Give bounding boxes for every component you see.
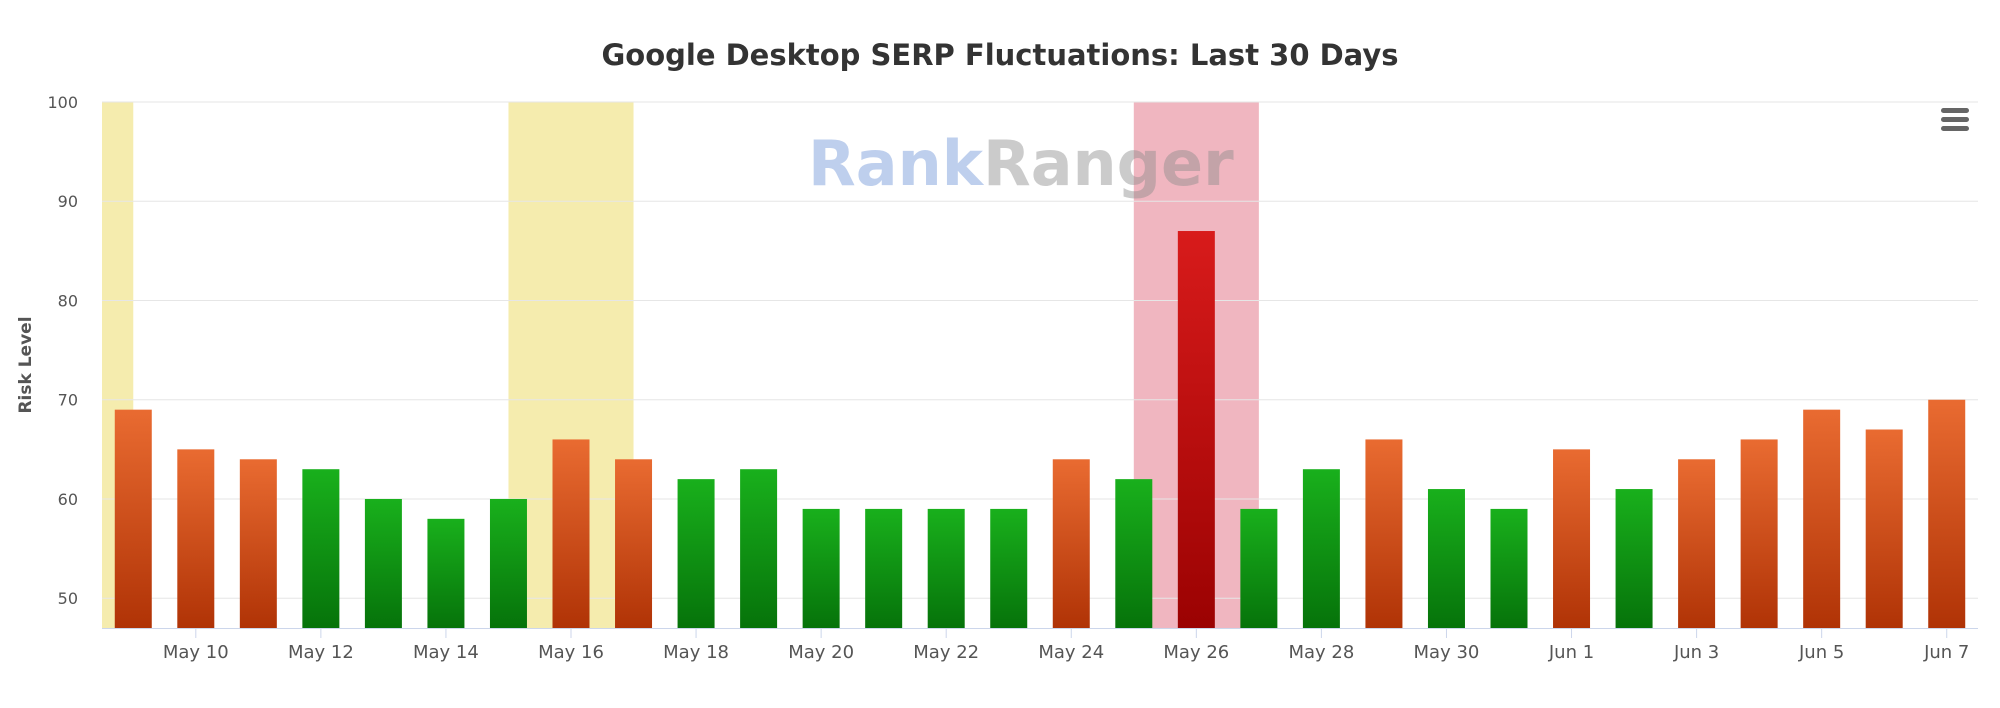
x-tick-label: May 20 [788,642,854,663]
y-tick-label: 100 [47,93,78,112]
bar-may-22 [927,508,965,628]
bar-may-9 [114,409,152,628]
bar-may-27 [1240,508,1278,628]
bar-may-19 [740,469,778,628]
bar-may-18 [677,479,715,628]
x-tick-label: Jun 7 [1923,642,1969,663]
bar-may-24 [1052,459,1090,628]
x-tick-label: Jun 1 [1548,642,1594,663]
bar-jun-1 [1553,449,1591,628]
x-tick-label: May 30 [1414,642,1480,663]
bar-may-31 [1490,508,1528,628]
bar-may-30 [1427,489,1465,628]
bar-may-20 [802,508,840,628]
bar-may-29 [1365,439,1403,628]
x-tick-label: May 10 [163,642,229,663]
x-tick-label: May 18 [663,642,729,663]
bar-may-16 [552,439,590,628]
watermark-logo: RankRanger [808,127,1234,200]
y-tick-label: 90 [58,192,78,211]
chart-title: Google Desktop SERP Fluctuations: Last 3… [601,38,1399,72]
bar-may-15 [489,498,527,628]
x-tick-label: May 14 [413,642,479,663]
x-tick-label: May 12 [288,642,354,663]
bar-may-17 [615,459,653,628]
hamburger-menu-icon[interactable] [1941,108,1971,136]
x-tick-label: May 24 [1038,642,1104,663]
bar-may-14 [427,518,465,628]
bar-may-11 [239,459,277,628]
bar-may-26 [1177,231,1215,629]
bar-jun-2 [1615,489,1653,628]
y-tick-label: 50 [58,589,78,608]
bar-may-13 [364,498,402,628]
bar-may-23 [990,508,1028,628]
y-axis-title: Risk Level [16,316,36,413]
y-tick-label: 70 [58,391,78,410]
bar-may-25 [1115,479,1153,628]
y-tick-label: 80 [58,291,78,310]
y-tick-label: 60 [58,490,78,509]
bar-may-12 [302,469,340,628]
x-tick-label: Jun 3 [1673,642,1719,663]
x-tick-label: May 16 [538,642,604,663]
x-tick-label: May 26 [1163,642,1229,663]
bar-may-28 [1302,469,1340,628]
bar-jun-7 [1928,399,1966,628]
bar-jun-6 [1865,429,1903,628]
bar-jun-4 [1740,439,1778,628]
bar-may-10 [177,449,215,628]
bar-may-21 [865,508,903,628]
bar-jun-3 [1678,459,1716,628]
x-tick-label: May 28 [1288,642,1354,663]
x-tick-label: May 22 [913,642,979,663]
x-tick-label: Jun 5 [1798,642,1844,663]
bar-jun-5 [1803,409,1841,628]
